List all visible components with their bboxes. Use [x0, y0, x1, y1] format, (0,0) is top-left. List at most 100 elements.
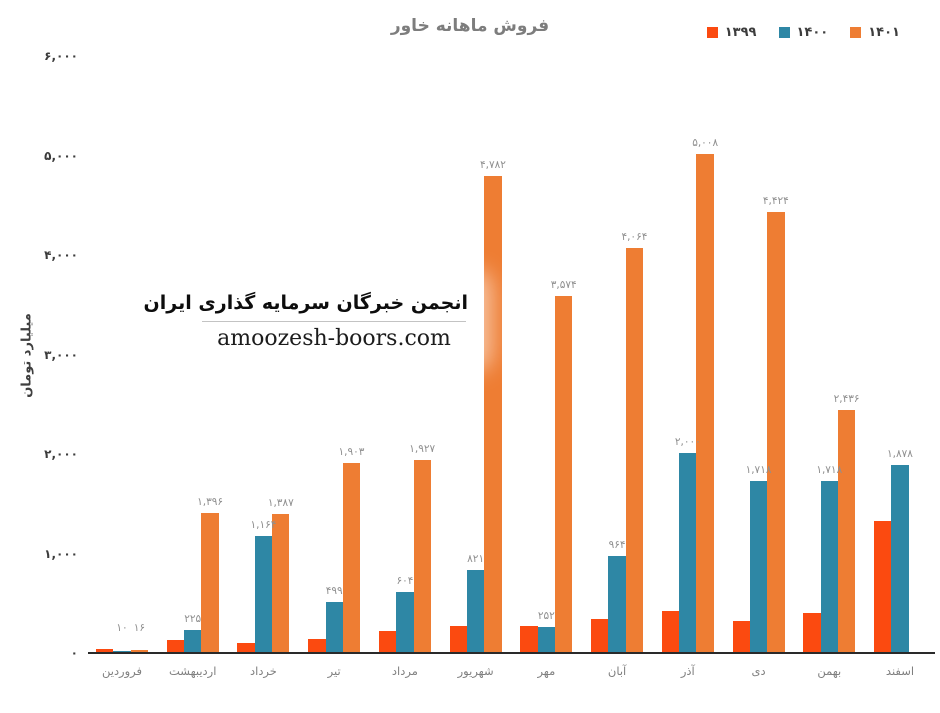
watermark-divider	[202, 321, 466, 322]
x-axis-label-7: مهر	[537, 664, 556, 678]
bar-group-3: ۱,۱۶۴ ۱,۳۸۷ خرداد	[237, 57, 294, 678]
bar-value-label: ۳,۵۷۴	[550, 279, 577, 291]
y-tick-label: ۱,۰۰۰	[44, 546, 78, 561]
bar-۱۴۰۰-مهر	[537, 627, 556, 652]
legend-item-1399: ۱۳۹۹	[706, 25, 757, 40]
bar-۱۴۰۰-بهمن	[820, 481, 838, 652]
bar-۱۴۰۱-تیر	[342, 463, 361, 652]
bar-value-label: ۲۲۵	[184, 613, 202, 625]
bar-value-label: ۱,۹۲۷	[409, 443, 436, 455]
bar-group-9: ۲,۰۰۰ ۵,۰۰۸ آذر	[661, 57, 718, 678]
x-axis-label-11: بهمن	[817, 664, 842, 678]
bar-value-label: ۴۹۹	[325, 585, 343, 597]
legend: ۱۳۹۹ ۱۴۰۰ ۱۴۰۱	[706, 25, 900, 40]
y-tick-label: ۰	[70, 646, 78, 660]
bar-group-11: ۱,۷۱۸ ۲,۴۳۶ بهمن	[803, 57, 860, 678]
bar-value-label: ۴,۴۲۴	[762, 195, 789, 207]
bar-value-label: ۱,۷۱۸	[745, 464, 772, 476]
bar-۱۳۹۹-بهمن	[803, 613, 821, 652]
legend-item-1400: ۱۴۰۰	[778, 25, 829, 40]
bar-value-label: ۸۲۱	[467, 553, 485, 565]
bar-group-5: ۶۰۴ ۱,۹۲۷ مرداد	[378, 57, 435, 678]
legend-label-1399: ۱۳۹۹	[724, 25, 757, 40]
x-axis-label-9: آذر	[680, 664, 695, 678]
bar-۱۴۰۰-آبان	[608, 556, 626, 652]
y-tick-label: ۳,۰۰۰	[44, 347, 78, 362]
bar-value-label: ۱,۸۷۸	[887, 448, 913, 460]
bar-۱۳۹۹-آبان	[591, 619, 609, 652]
bar-۱۴۰۱-دی	[767, 212, 785, 652]
bar-group-12: ۱,۸۷۸ اسفند	[874, 57, 926, 678]
bar-value-label: ۴,۷۸۲	[480, 159, 506, 171]
bar-۱۴۰۱-آبان	[625, 248, 644, 652]
bar-۱۴۰۰-اردیبهشت	[184, 630, 202, 652]
bar-value-label: ۲۵۲	[537, 610, 555, 622]
legend-swatch-1400	[778, 27, 790, 38]
legend-swatch-1401	[850, 27, 862, 38]
bar-۱۴۰۰-فروردین	[113, 651, 131, 652]
bar-value-label: ۵,۰۰۸	[692, 137, 719, 149]
legend-item-1401: ۱۴۰۱	[850, 25, 900, 40]
bar-۱۴۰۱-مهر	[555, 296, 573, 652]
bar-value-label: ۶۰۴	[396, 575, 414, 587]
x-axis-label-5: مرداد	[391, 664, 418, 678]
bar-group-1: ۱۰ ۱۶ فروردین	[96, 57, 148, 678]
x-axis-label-1: فروردین	[101, 664, 143, 678]
bar-۱۴۰۰-مرداد	[396, 592, 414, 652]
legend-swatch-1399	[706, 27, 718, 38]
bar-group-2: ۲۲۵ ۱,۳۹۶ اردیبهشت	[166, 57, 223, 678]
y-tick-label: ۵,۰۰۰	[44, 148, 78, 163]
bar-۱۴۰۰-شهریور	[466, 570, 485, 652]
bar-۱۳۹۹-خرداد	[237, 643, 255, 652]
bar-۱۴۰۰-دی	[749, 481, 768, 652]
bar-۱۳۹۹-مهر	[520, 626, 538, 652]
x-axis-label-10: دی	[751, 664, 766, 678]
bar-value-label: ۹۶۴	[608, 539, 626, 551]
bar-value-label: ۴,۰۶۴	[621, 231, 648, 243]
bar-۱۴۰۱-بهمن	[837, 410, 856, 652]
bar-۱۳۹۹-اردیبهشت	[166, 640, 185, 652]
y-tick-label: ۴,۰۰۰	[44, 248, 78, 262]
legend-label-1401: ۱۴۰۱	[868, 25, 900, 40]
bar-۱۴۰۱-خرداد	[272, 514, 290, 652]
bar-۱۴۰۰-خرداد	[254, 536, 273, 652]
watermark: انجمن خبرگان سرمایه گذاری ایران amoozesh…	[143, 284, 478, 357]
plot-area: ۱۰ ۱۶ فروردین ۲۲۵ ۱,۳۹۶ اردیبهشت ۱,۱۶۴ ۱,۳۸۷ خرد…	[88, 57, 935, 678]
bar-value-label: ۱,۹۰۳	[338, 446, 365, 458]
bar-value-label: ۱۰	[116, 622, 128, 634]
bar-group-7: ۲۵۲ ۳,۵۷۴ مهر	[520, 57, 577, 678]
bar-۱۴۰۰-آذر	[679, 453, 697, 652]
bar-۱۳۹۹-تیر	[308, 639, 326, 652]
bar-value-label: ۲,۴۳۶	[833, 393, 860, 405]
y-tick-label: ۶,۰۰۰	[44, 49, 78, 63]
bar-group-6: ۸۲۱ ۴,۷۸۲ شهریور	[449, 57, 506, 678]
bar-۱۴۰۰-تیر	[325, 602, 343, 652]
watermark-site: amoozesh-boors.com	[217, 326, 451, 351]
watermark-text: انجمن خبرگان سرمایه گذاری ایران	[143, 292, 468, 314]
x-axis-label-2: اردیبهشت	[169, 664, 217, 678]
bar-۱۴۰۱-آذر	[696, 154, 714, 652]
bar-۱۴۰۱-فروردین	[130, 650, 148, 652]
y-tick-label: ۲,۰۰۰	[44, 447, 78, 461]
bar-value-label: ۲,۰۰۰	[674, 436, 701, 448]
legend-label-1400: ۱۴۰۰	[796, 25, 829, 40]
bar-۱۴۰۱-اردیبهشت	[201, 513, 219, 652]
bar-۱۳۹۹-آذر	[661, 611, 680, 652]
chart-title: فروش ماهانه خاور	[390, 16, 550, 36]
bar-۱۳۹۹-مرداد	[378, 631, 397, 652]
bar-۱۳۹۹-دی	[732, 621, 750, 652]
bar-۱۳۹۹-شهریور	[449, 626, 467, 652]
bar-۱۳۹۹-اسفند	[874, 521, 892, 652]
x-axis-label-6: شهریور	[457, 664, 494, 678]
bar-group-4: ۴۹۹ ۱,۹۰۳ تیر	[308, 57, 364, 678]
bar-value-label: ۱,۳۹۶	[197, 496, 223, 508]
x-axis-label-8: آبان	[607, 664, 627, 678]
bar-group-10: ۱,۷۱۸ ۴,۴۲۴ دی	[732, 57, 789, 678]
bar-value-label: ۱,۱۶۴	[250, 519, 277, 531]
bar-۱۴۰۱-شهریور	[484, 176, 502, 652]
x-axis-label-4: تیر	[327, 664, 341, 678]
bar-۱۴۰۰-اسفند	[891, 465, 909, 652]
x-axis-label-3: خرداد	[250, 664, 277, 678]
bar-value-label: ۱,۳۸۷	[267, 497, 294, 509]
